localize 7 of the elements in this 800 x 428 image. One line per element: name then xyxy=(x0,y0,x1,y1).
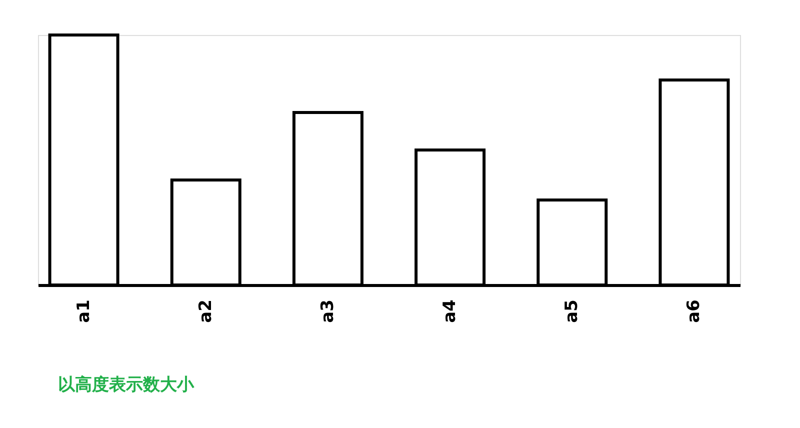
text: 以高度表示数大小 xyxy=(58,375,195,395)
x-tick-label: a1 xyxy=(74,300,94,323)
x-tick-label: a2 xyxy=(196,300,216,323)
x-tick-label: a4 xyxy=(440,299,460,323)
x-tick-label: a6 xyxy=(684,300,704,323)
x-tick-label: a3 xyxy=(318,300,338,323)
x-tick-label: a5 xyxy=(562,300,582,323)
